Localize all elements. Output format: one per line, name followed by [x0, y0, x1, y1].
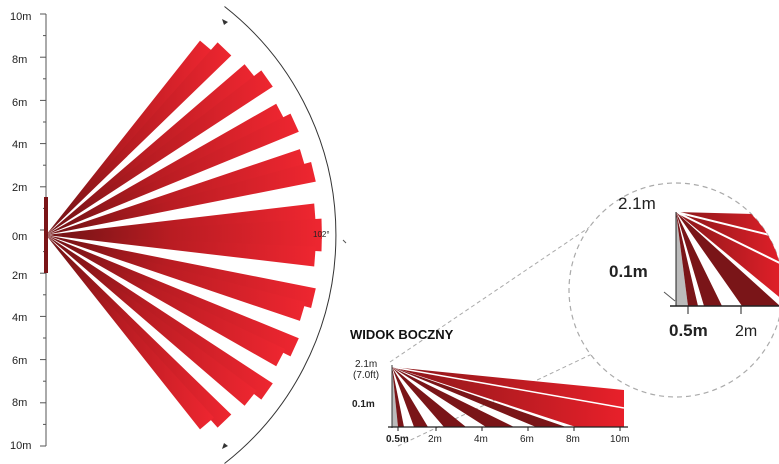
side-distance-label: 6m — [520, 434, 534, 445]
detection-beam — [46, 40, 214, 235]
axis-label: 2m — [12, 270, 27, 282]
side-beam — [392, 367, 466, 427]
zoom-beam-main — [676, 212, 779, 306]
detection-beam — [46, 235, 273, 400]
zoom-beams — [675, 211, 779, 306]
zoom-beam — [676, 212, 698, 306]
axis-label: 8m — [12, 397, 27, 409]
zoom-view: 2.1m 0.1m 0.5m 2m — [389, 182, 779, 447]
axis-label: 10m — [10, 11, 31, 23]
coverage-arc — [224, 6, 337, 464]
arc-arrow-top — [222, 19, 228, 25]
side-beams — [391, 366, 625, 427]
side-ticks — [397, 427, 621, 431]
detection-beam — [46, 235, 257, 406]
side-distance-label: 8m — [566, 434, 580, 445]
side-beam — [392, 367, 428, 427]
side-distance-label: 4m — [474, 434, 488, 445]
detection-beam — [46, 235, 316, 267]
side-distance-label: 10m — [610, 434, 629, 445]
small-mark — [342, 239, 347, 244]
detection-beam — [46, 70, 273, 236]
side-height-label-ft: (7.0ft) — [353, 370, 379, 381]
zoom-distance-label: 2m — [735, 323, 757, 340]
side-beam — [392, 367, 514, 427]
zoom-beam — [676, 212, 722, 306]
zoom-beam-divider — [675, 211, 779, 269]
side-view-title: WIDOK BOCZNY — [350, 327, 454, 342]
zoom-pointer — [663, 291, 676, 302]
side-beam — [392, 367, 404, 427]
side-distance-label: 2m — [428, 434, 442, 445]
detection-beam — [46, 235, 232, 428]
side-beam-divider — [391, 366, 625, 409]
arc-arrow-bottom — [222, 443, 228, 449]
axis-label: 6m — [12, 355, 27, 367]
side-beam — [392, 367, 566, 427]
detection-beam — [46, 235, 286, 367]
side-view: WIDOK BOCZNY 2.1m (7.0ft) 0.1m 0.5m 2m 4… — [350, 327, 629, 445]
detection-beam — [46, 235, 306, 321]
detection-beam — [46, 64, 257, 235]
side-height-label: 2.1m — [355, 359, 377, 370]
side-beam-main — [392, 367, 624, 427]
zoom-min-height-label: 0.1m — [609, 262, 648, 281]
zoom-height-label: 2.1m — [618, 194, 656, 213]
side-distance-label: 0.5m — [386, 434, 409, 445]
fan-beams — [46, 40, 322, 430]
axis-labels: 10m 8m 6m 4m 2m 0m 2m 4m 6m 8m 10m — [10, 11, 31, 452]
zoom-connector-top — [389, 211, 613, 363]
axis-label: 0m — [12, 231, 27, 243]
detection-beam — [46, 162, 316, 235]
axis-label: 6m — [12, 97, 27, 109]
zoom-beam — [676, 212, 779, 306]
angle-label: 102° — [313, 230, 330, 239]
detection-beam — [46, 235, 214, 430]
side-min-height-label: 0.1m — [352, 399, 375, 410]
axis-label: 10m — [10, 440, 31, 452]
axis-label: 8m — [12, 54, 27, 66]
axis-label: 4m — [12, 139, 27, 151]
detection-beam — [46, 113, 299, 235]
top-view: 10m 8m 6m 4m 2m 0m 2m 4m 6m 8m 10m 102° — [10, 6, 347, 464]
detection-beam — [46, 103, 286, 235]
axis-label: 4m — [12, 312, 27, 324]
detection-beam — [46, 149, 306, 235]
axis-label: 2m — [12, 182, 27, 194]
zoom-distance-label: 0.5m — [669, 321, 708, 340]
detection-beam — [46, 42, 232, 236]
detection-beam — [46, 203, 316, 235]
